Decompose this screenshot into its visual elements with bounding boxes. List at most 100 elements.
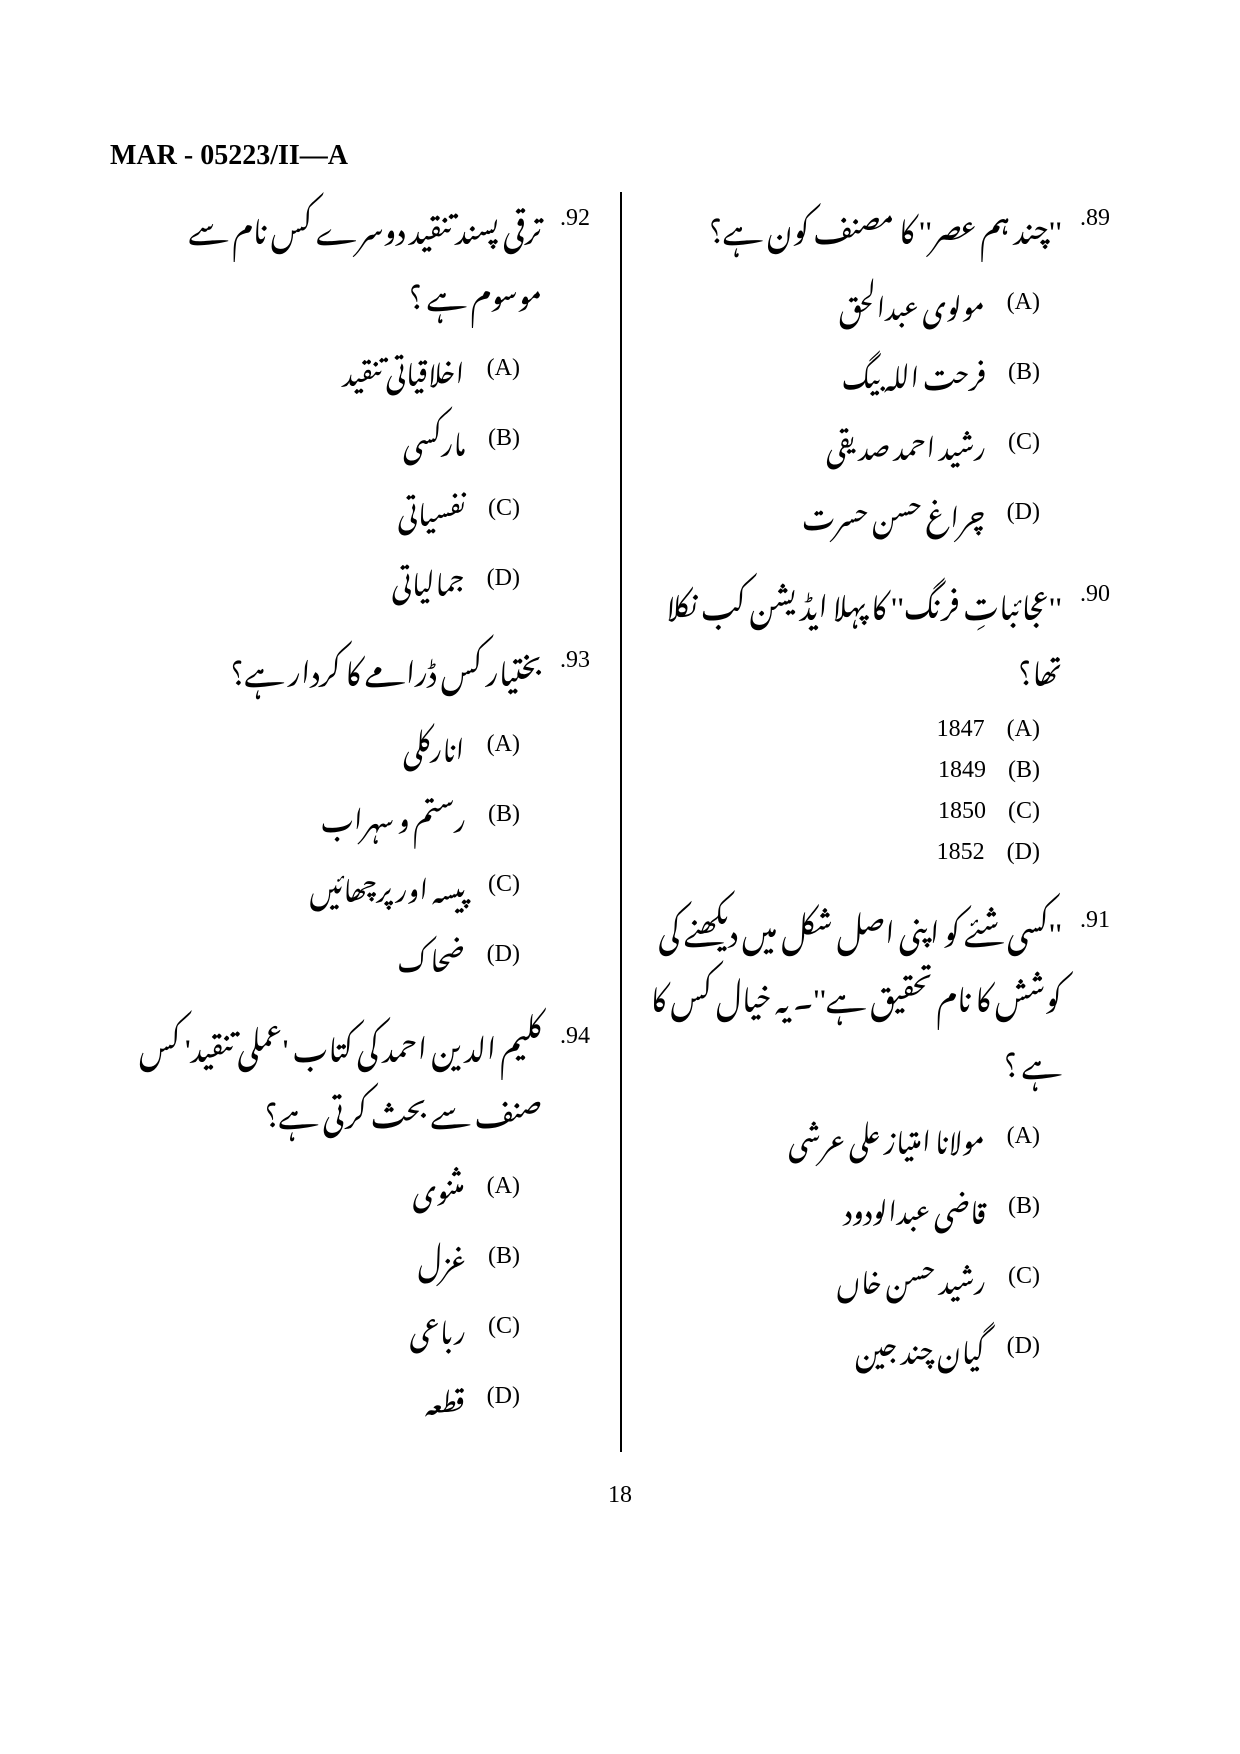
- option-text: قاضی عبدالودود: [844, 1178, 986, 1234]
- option[interactable]: (A) اخلاقیاتی تنقید: [130, 340, 590, 396]
- option-text: 1847: [937, 716, 985, 743]
- question-number: .90: [1080, 568, 1110, 621]
- option[interactable]: (C) پیسہ اور پرچھائیں: [130, 856, 590, 912]
- option-label: (A): [487, 731, 520, 758]
- option-text: چراغ حسن حسرت: [802, 484, 984, 540]
- option-label: (D): [487, 1383, 520, 1410]
- option-label: (C): [488, 495, 520, 522]
- option-text: غزل: [418, 1228, 466, 1284]
- page-number: 18: [110, 1482, 1130, 1509]
- option-text: اخلاقیاتی تنقید: [343, 340, 465, 396]
- option[interactable]: (C) رباعی: [130, 1298, 590, 1354]
- option-label: (B): [488, 425, 520, 452]
- option-label: (A): [1007, 1123, 1040, 1150]
- option-label: (D): [1007, 499, 1040, 526]
- option-label: (D): [1007, 1333, 1040, 1360]
- option-text: جمالیاتی: [392, 550, 465, 606]
- question: .89 ''چند ہم عصر'' کا مصنف کون ہے؟ (A)مولو…: [650, 192, 1110, 540]
- option-label: (D): [1007, 839, 1040, 866]
- page-header: MAR - 05223/II—A: [110, 140, 1130, 172]
- question-text: ''چند ہم عصر'' کا مصنف کون ہے؟: [650, 192, 1062, 258]
- question-stem: .90 ''عجائباتِ فرنگ'' کا پہلا ایڈیشن کب ن…: [650, 568, 1110, 700]
- column-divider: [620, 192, 622, 1452]
- option[interactable]: (B) فرحت اللہ بیگ: [650, 344, 1110, 400]
- option[interactable]: (A)مولوی عبدالحق: [650, 274, 1110, 330]
- option-text: ضحاک: [398, 926, 465, 982]
- option-text: نفسیاتی: [398, 480, 466, 536]
- option[interactable]: (B)رستم و سہراب: [130, 786, 590, 842]
- option-text: مارکسی: [403, 410, 466, 466]
- option-text: مثنوی: [412, 1158, 464, 1214]
- option[interactable]: (C) رشید احمد صدیقی: [650, 414, 1110, 470]
- option-text: رشید احمد صدیقی: [826, 414, 986, 470]
- question: .90 ''عجائباتِ فرنگ'' کا پہلا ایڈیشن کب ن…: [650, 568, 1110, 866]
- option[interactable]: (D) چراغ حسن حسرت: [650, 484, 1110, 540]
- option[interactable]: (D) جمالیاتی: [130, 550, 590, 606]
- option-text: رباعی: [409, 1298, 466, 1354]
- question-number: .91: [1080, 894, 1110, 947]
- option-text: انارکلی: [403, 716, 465, 772]
- option[interactable]: (C) نفسیاتی: [130, 480, 590, 536]
- option[interactable]: (B) مارکسی: [130, 410, 590, 466]
- question-text: ''عجائباتِ فرنگ'' کا پہلا ایڈیشن کب نکلا…: [650, 568, 1062, 700]
- column-left: .92 ترقی پسند تنقید دوسرے کس نام سے موسوم…: [110, 192, 620, 1452]
- option[interactable]: (B) قاضی عبدالودود: [650, 1178, 1110, 1234]
- option[interactable]: (C) 1850: [650, 798, 1110, 825]
- option-label: (A): [487, 1173, 520, 1200]
- exam-page: MAR - 05223/II—A .89 ''چند ہم عصر'' کا مص…: [0, 0, 1240, 1509]
- option-label: (B): [1008, 359, 1040, 386]
- option-text: قطعہ: [425, 1368, 465, 1424]
- option-text: مولوی عبدالحق: [839, 274, 985, 330]
- option[interactable]: (A) مثنوی: [130, 1158, 590, 1214]
- option-text: مولانا امتیاز علی عرشی: [788, 1108, 984, 1164]
- option[interactable]: (A) مولانا امتیاز علی عرشی: [650, 1108, 1110, 1164]
- option[interactable]: (D) 1852: [650, 839, 1110, 866]
- question-stem: .91 ''کسی شئے کو اپنی اصل شکل میں دیکھنے …: [650, 894, 1110, 1092]
- option-label: (B): [488, 1243, 520, 1270]
- column-right: .89''چند ہم عصر'' کا مصنف کون ہے؟(A)مولو…: [620, 192, 1130, 1452]
- option-label: (C): [488, 871, 520, 898]
- question: .93 بختیار کس ڈرامے کا کردار ہے؟ (A) انارکل…: [130, 634, 590, 982]
- question-number: .89: [1080, 192, 1110, 245]
- option-label: (A): [487, 355, 520, 382]
- option-label: (B): [1008, 757, 1040, 784]
- option[interactable]: (A) 1847: [650, 716, 1110, 743]
- question-stem: .94 کلیم الدین احمد کی کتاب 'عملی تنقید' …: [130, 1010, 590, 1142]
- option-text: پیسہ اور پرچھائیں: [310, 856, 466, 912]
- option-label: (B): [1008, 1193, 1040, 1220]
- question: .91 ''کسی شئے کو اپنی اصل شکل میں دیکھنے …: [650, 894, 1110, 1374]
- question-stem: .89 ''چند ہم عصر'' کا مصنف کون ہے؟: [650, 192, 1110, 258]
- option[interactable]: (B) غزل: [130, 1228, 590, 1284]
- option-text: 1852: [937, 839, 985, 866]
- option-text: فرحت اللہ بیگ: [842, 344, 986, 400]
- question-text: ترقی پسند تنقید دوسرے کس نام سے موسوم ہے…: [130, 192, 542, 324]
- question-columns: .89''چند ہم عصر'' کا مصنف کون ہے؟(A)مولو…: [110, 192, 1130, 1452]
- question-number: .93: [560, 634, 590, 687]
- question-stem: .92 ترقی پسند تنقید دوسرے کس نام سے موسوم…: [130, 192, 590, 324]
- option[interactable]: (D) گیان چند جین: [650, 1318, 1110, 1374]
- option[interactable]: (B)1849: [650, 757, 1110, 784]
- question: .94 کلیم الدین احمد کی کتاب 'عملی تنقید' …: [130, 1010, 590, 1424]
- question: .92 ترقی پسند تنقید دوسرے کس نام سے موسوم…: [130, 192, 590, 606]
- option-label: (C): [1008, 798, 1040, 825]
- option-text: گیان چند جین: [855, 1318, 985, 1374]
- question-text: ''کسی شئے کو اپنی اصل شکل میں دیکھنے کی …: [650, 894, 1062, 1092]
- option-text: 1850: [938, 798, 986, 825]
- option-label: (C): [488, 1313, 520, 1340]
- option[interactable]: (D) قطعہ: [130, 1368, 590, 1424]
- option[interactable]: (D) ضحاک: [130, 926, 590, 982]
- option-label: (B): [488, 801, 520, 828]
- option[interactable]: (C) رشید حسن خاں: [650, 1248, 1110, 1304]
- option-text: رشید حسن خاں: [837, 1248, 986, 1304]
- question-number: .92: [560, 192, 590, 245]
- option-label: (C): [1008, 1263, 1040, 1290]
- option-label: (A): [1007, 716, 1040, 743]
- option-label: (C): [1008, 429, 1040, 456]
- question-number: .94: [560, 1010, 590, 1063]
- question-text: بختیار کس ڈرامے کا کردار ہے؟: [130, 634, 542, 700]
- question-text: کلیم الدین احمد کی کتاب 'عملی تنقید' کس …: [130, 1010, 542, 1142]
- question-stem: .93 بختیار کس ڈرامے کا کردار ہے؟: [130, 634, 590, 700]
- option-label: (D): [487, 565, 520, 592]
- option-label: (D): [487, 941, 520, 968]
- option[interactable]: (A) انارکلی: [130, 716, 590, 772]
